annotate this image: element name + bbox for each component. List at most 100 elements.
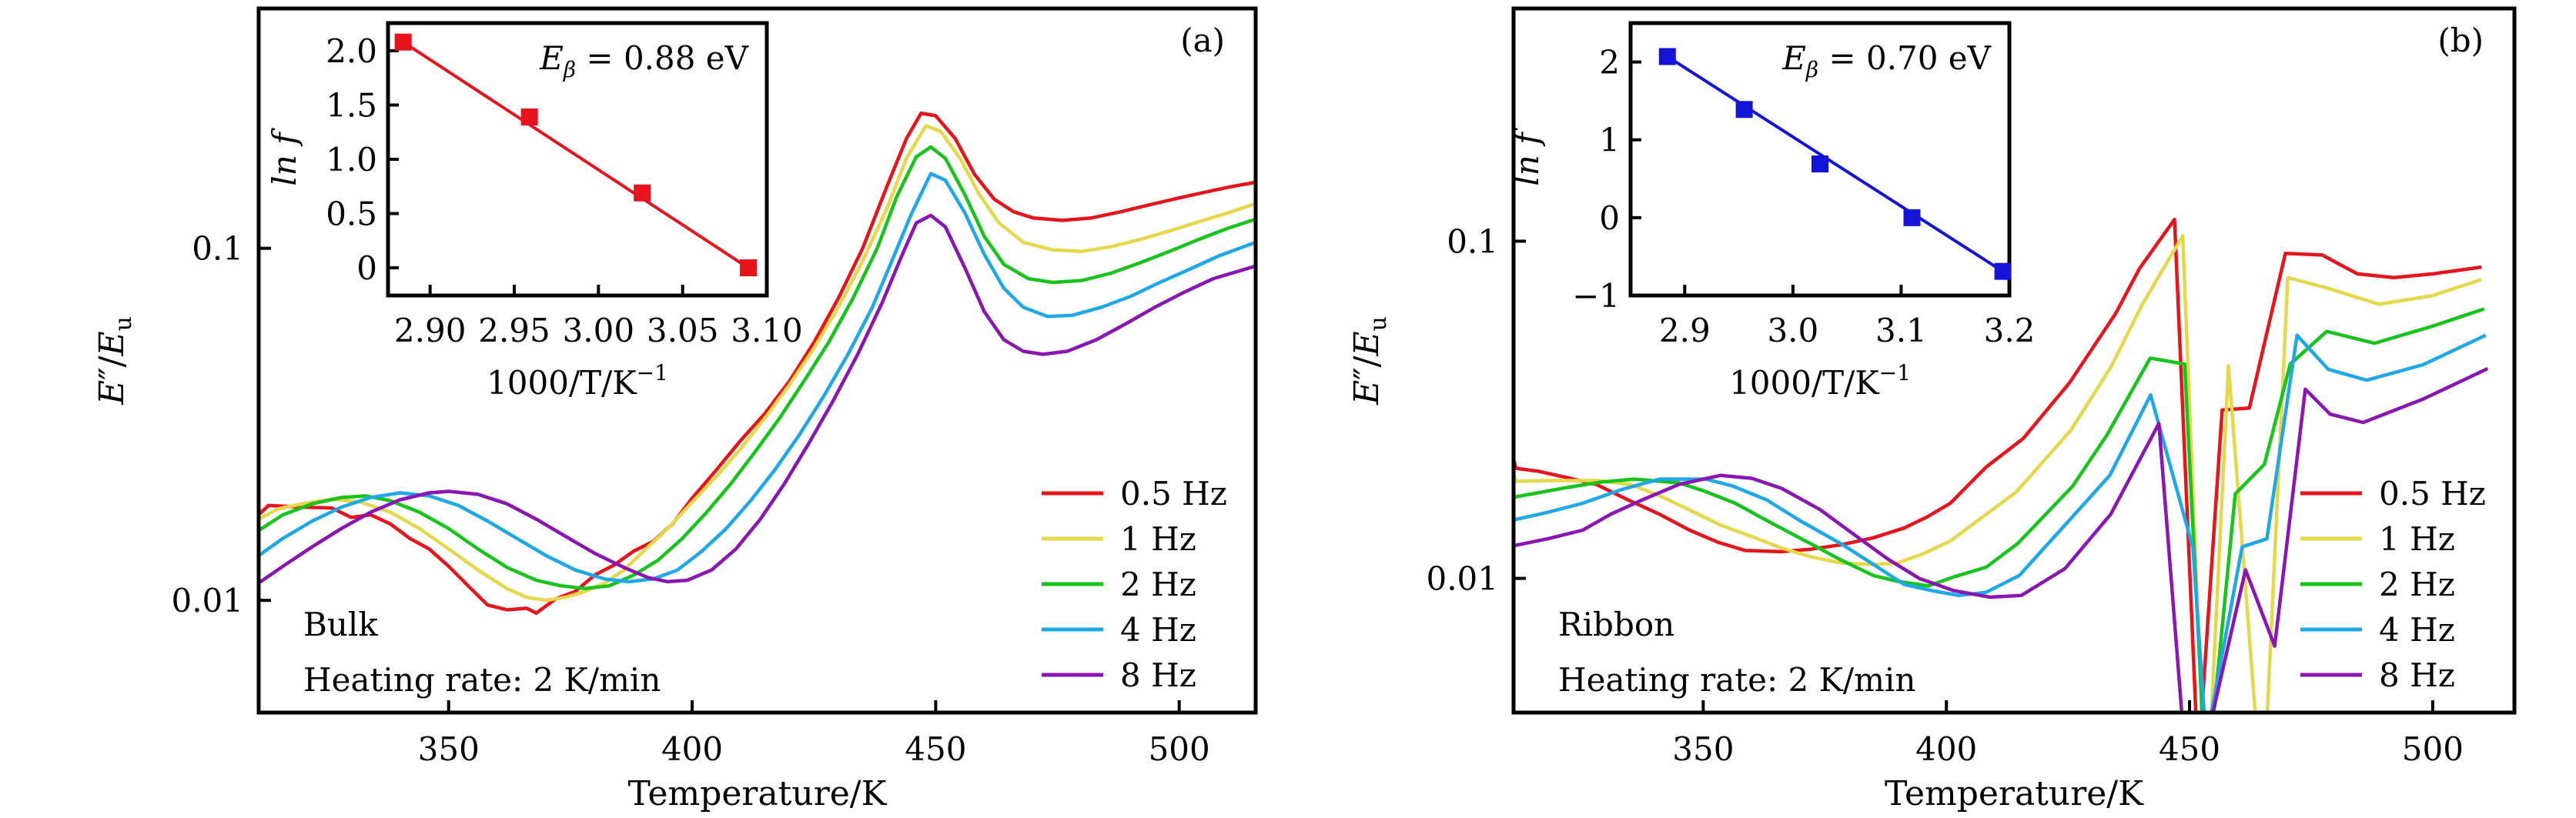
inset-y-tick-label: −1: [1572, 277, 1620, 315]
x-axis-label: Temperature/K: [1885, 774, 2144, 813]
inset-data-point: [1735, 101, 1753, 119]
panel-label: (b): [2437, 22, 2484, 59]
y-label-prime: ″: [92, 367, 132, 379]
legend-label: 4 Hz: [2379, 611, 2455, 649]
x-axis-label: Temperature/K: [628, 774, 888, 813]
heating-rate-annotation: Heating rate: 2 K/min: [1558, 661, 1915, 699]
inset-data-point: [1812, 155, 1828, 173]
legend-label: 8 Hz: [1120, 656, 1196, 694]
activation-symbol: E: [539, 39, 564, 77]
x-tick-label: 400: [661, 730, 723, 768]
x-tick-label: 500: [1149, 730, 1210, 768]
legend-label: 1 Hz: [2379, 520, 2455, 558]
inset-fit-line: [402, 41, 750, 269]
y-label-base: E: [92, 331, 132, 356]
inset-x-tick-label: 3.10: [731, 312, 803, 349]
inset-x-axis-label: 1000/T/K−1: [487, 360, 668, 402]
inset-y-axis-label: ln f: [266, 128, 303, 186]
curves: [1514, 217, 2489, 713]
legend: 0.5 Hz 1 Hz 2 Hz 4 Hz 8 Hz: [1042, 475, 1227, 694]
y-tick-label: 0.1: [192, 230, 243, 268]
x-tick-label: 450: [905, 730, 966, 768]
activation-symbol: E: [1781, 39, 1806, 77]
y-tick-label: 0.1: [1447, 222, 1498, 260]
y-label-sub: u: [1365, 316, 1392, 331]
inset-frame: [1628, 21, 2012, 298]
plot-frame: [1511, 6, 2517, 715]
legend: 0.5 Hz 1 Hz 2 Hz 4 Hz 8 Hz: [2300, 475, 2486, 694]
y-axis-label: E″/Eu: [1347, 316, 1392, 406]
panel-label: (a): [1180, 22, 1225, 59]
inset-x-label-exp: −1: [1879, 360, 1911, 386]
inset-y-tick-label: 1: [1599, 122, 1620, 159]
inset-x-label-exp: −1: [637, 360, 668, 386]
series-line-8-hz: [259, 213, 1256, 585]
y-label-slash: /: [1347, 356, 1387, 367]
y-tick-label: 0.01: [1426, 560, 1498, 598]
inset-x-label-text: 1000/T/K: [1729, 364, 1880, 402]
inset-y-tick-label: 2.0: [326, 32, 377, 70]
sample-label: Bulk: [303, 606, 378, 643]
series-line-1-hz: [259, 124, 1256, 603]
inset-x-axis-label: 1000/T/K−1: [1729, 360, 1911, 402]
inset-y-tick-label: 0: [1599, 199, 1620, 237]
inset-y-axis-label: ln f: [1508, 128, 1546, 186]
legend-label: 2 Hz: [2379, 566, 2455, 603]
legend-label: 1 Hz: [1120, 520, 1196, 558]
series-line-0-5-hz: [259, 111, 1256, 615]
inset-x-label-text: 1000/T/K: [487, 364, 637, 402]
x-tick-label: 350: [1672, 730, 1734, 768]
inset-y-tick-label: 0: [356, 249, 377, 287]
inset-data-point: [739, 259, 757, 277]
y-label-main: E: [92, 380, 132, 406]
activation-subscript: β: [563, 57, 576, 82]
inset-x-tick-label: 2.95: [478, 312, 550, 349]
inset-plot: 2.90 2.95 3.00 3.05 3.10 0 0.5 1.0 1.5 2.0 1000/T/…: [266, 21, 803, 402]
panel-a: 350 400 450 5000.010.1Temperature/KE″/Eu(a)…: [92, 6, 1258, 813]
y-label-base: E: [1347, 331, 1387, 356]
legend-label: 0.5 Hz: [1120, 475, 1227, 513]
activation-energy-annotation: Eβ = 0.70 eV: [1781, 39, 1991, 82]
legend-label: 0.5 Hz: [2379, 475, 2486, 513]
inset-x-tick-label: 2.9: [1659, 312, 1711, 349]
legend-label: 4 Hz: [1120, 611, 1196, 649]
inset-x-tick-label: 3.0: [1767, 312, 1818, 349]
heating-rate-annotation: Heating rate: 2 K/min: [303, 661, 661, 699]
series-line-0-5-hz: [1514, 217, 2482, 713]
series-line-4-hz: [1514, 333, 2487, 713]
inset-data-point: [634, 184, 651, 202]
plot-frame: [256, 6, 1258, 715]
activation-value: = 0.70 eV: [1818, 39, 1992, 77]
inset-data-point: [394, 33, 412, 51]
series-line-2-hz: [1514, 307, 2485, 713]
series-line-1-hz: [1514, 234, 2482, 713]
inset-x-tick-label: 3.1: [1875, 312, 1927, 349]
y-tick-label: 0.01: [171, 582, 243, 619]
series-line-4-hz: [259, 172, 1256, 584]
inset-x-tick-label: 2.90: [394, 312, 467, 349]
legend-label: 8 Hz: [2379, 656, 2455, 694]
activation-subscript: β: [1805, 57, 1818, 82]
inset-x-tick-label: 3.00: [563, 312, 635, 349]
series-line-8-hz: [1514, 366, 2489, 713]
y-label-slash: /: [92, 356, 132, 367]
x-tick-label: 500: [2402, 730, 2464, 768]
inset-y-tick-label: 0.5: [326, 195, 377, 233]
inset-y-tick-label: 1.0: [326, 141, 377, 179]
y-label-prime: ″: [1347, 367, 1387, 379]
sample-label: Ribbon: [1558, 606, 1674, 643]
panel-b: 350 400 450 5000.010.1Temperature/KE″/Eu(b)…: [1347, 6, 2517, 813]
inset-y-tick-label: 1.5: [326, 86, 377, 124]
y-axis-label: E″/Eu: [92, 316, 137, 406]
series-line-2-hz: [259, 145, 1256, 591]
inset-y-tick-label: 2: [1599, 44, 1620, 82]
curves: [259, 111, 1256, 615]
inset-x-tick-label: 3.05: [647, 312, 719, 349]
inset-data-point: [1903, 209, 1921, 226]
inset-fit-line: [1666, 55, 2004, 273]
activation-value: = 0.88 eV: [576, 39, 749, 77]
x-tick-label: 450: [2159, 730, 2220, 768]
legend-label: 2 Hz: [1120, 566, 1196, 603]
